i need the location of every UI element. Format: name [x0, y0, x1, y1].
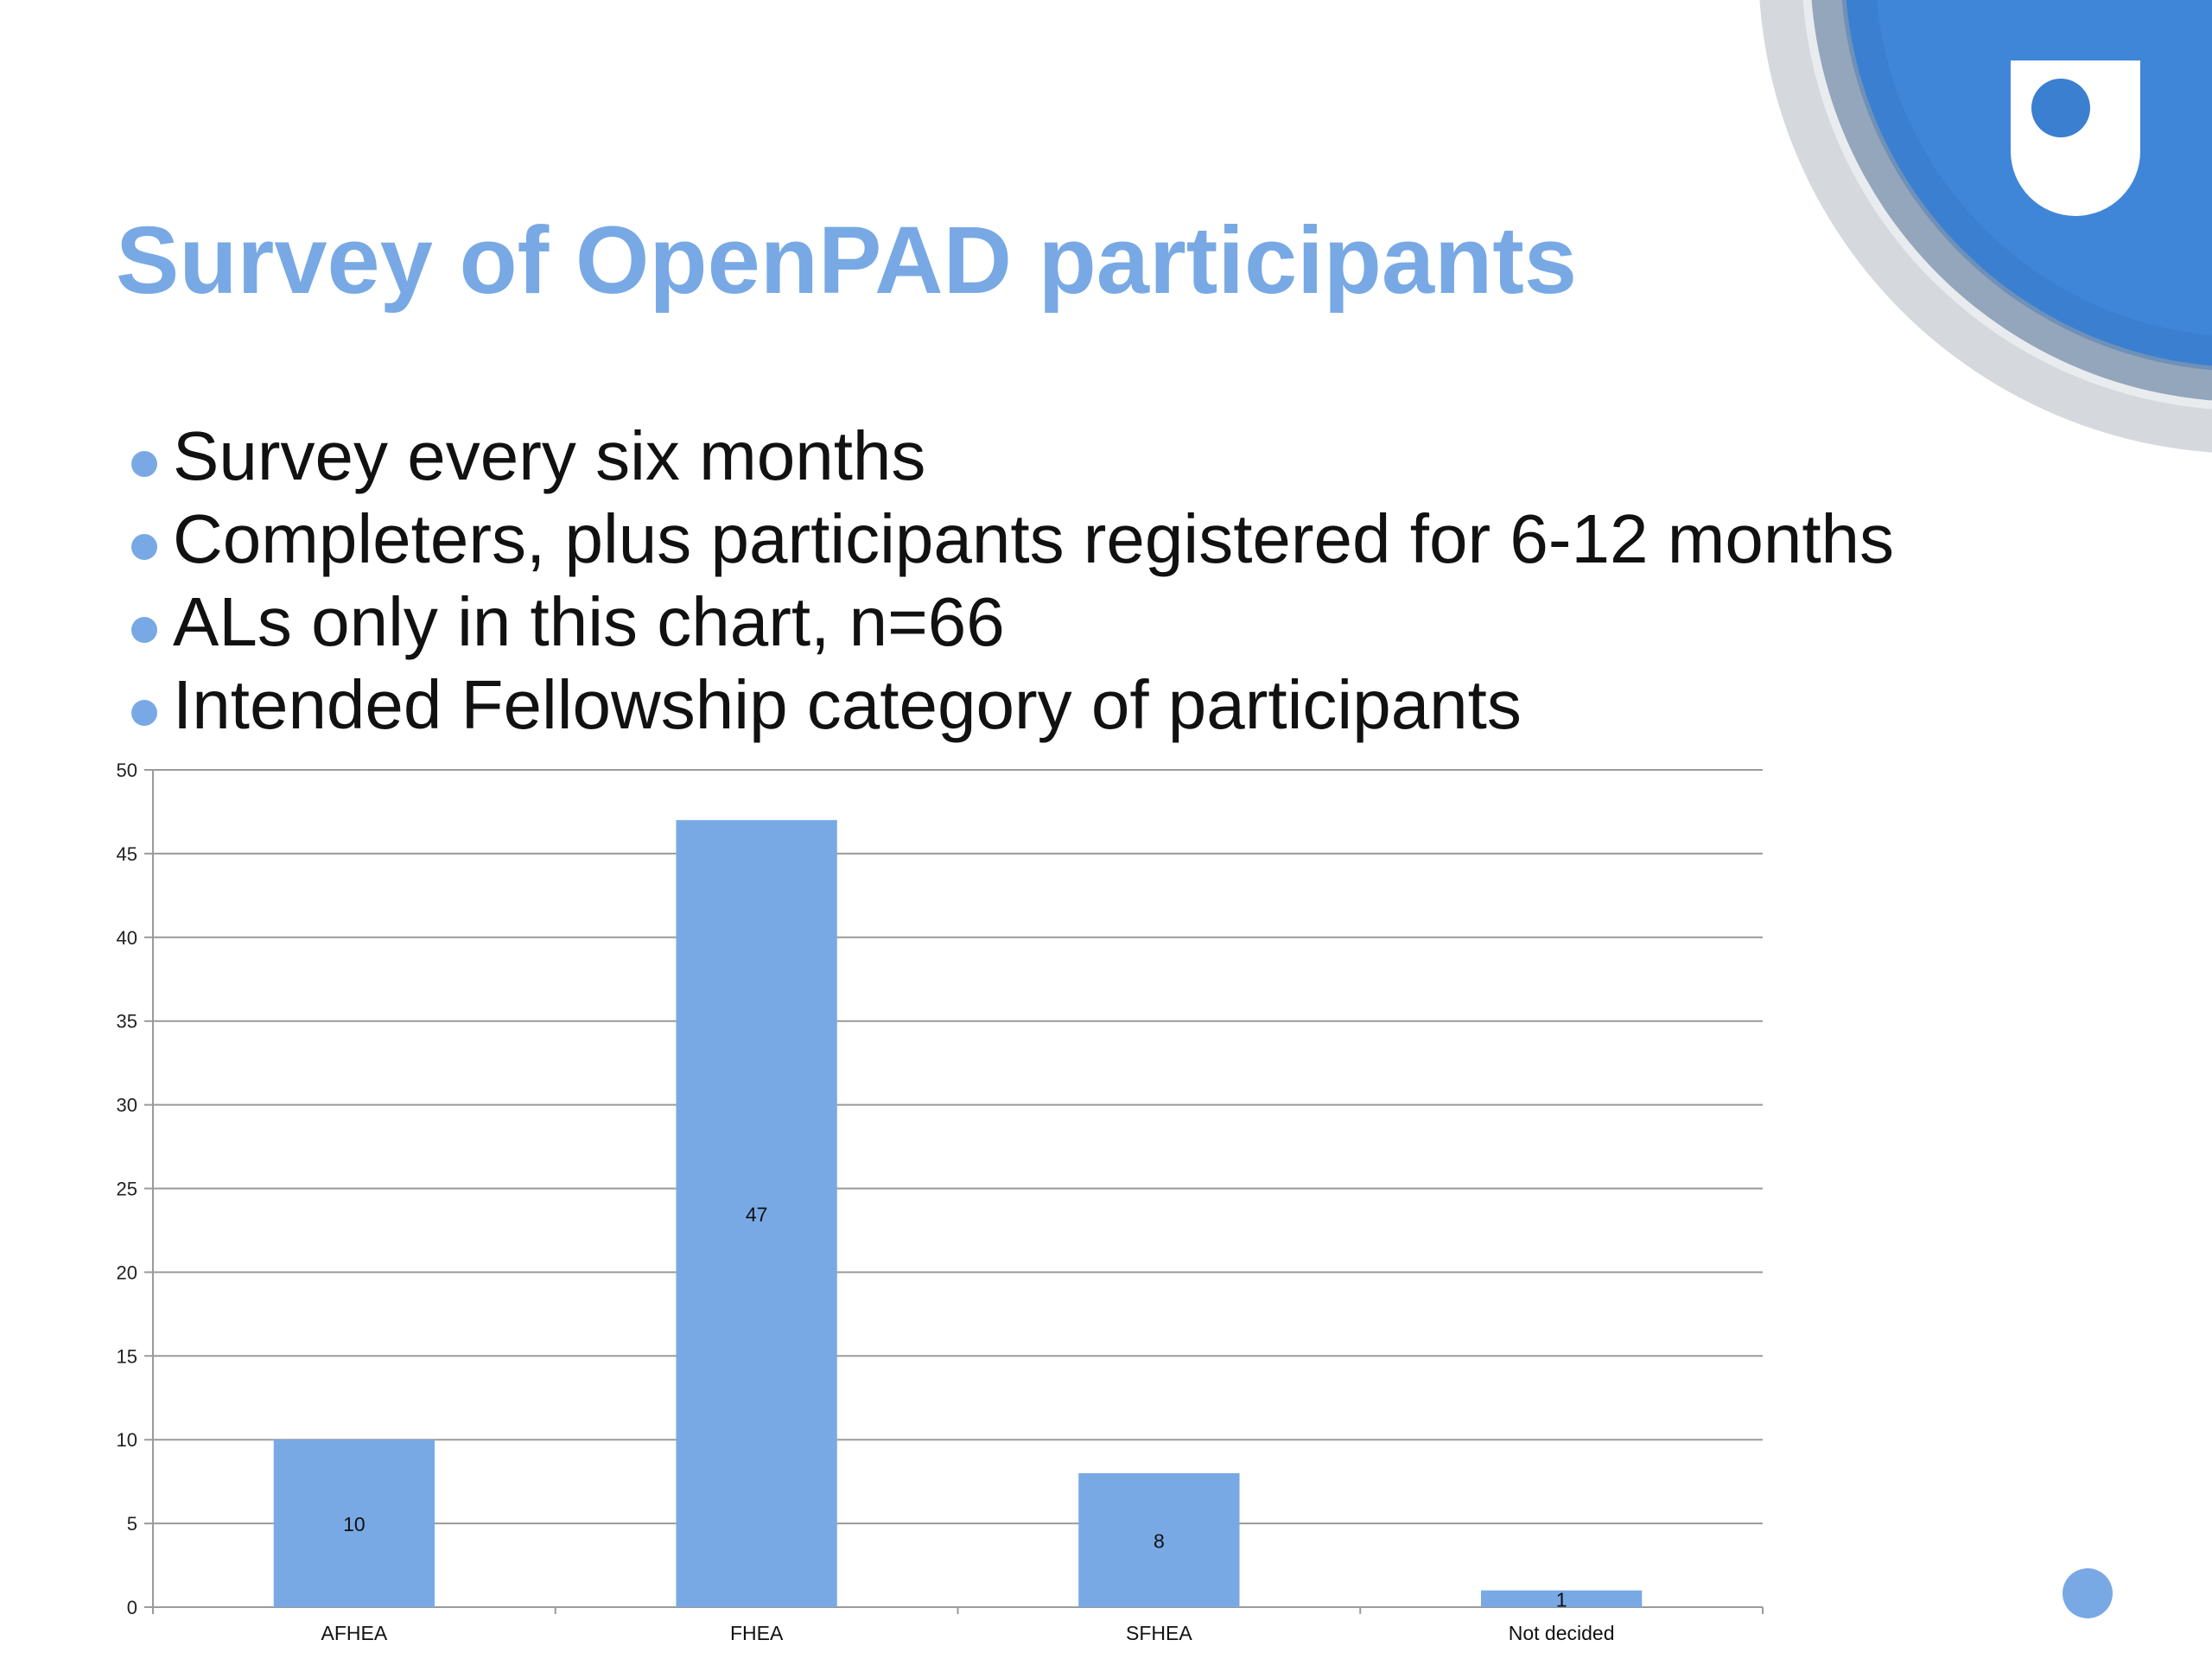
bullet-icon: [131, 451, 157, 477]
y-tick-label: 45: [117, 843, 137, 865]
bullet-item: Survey every six months: [130, 415, 1894, 498]
data-label: 47: [746, 1204, 768, 1226]
data-label: 8: [1154, 1529, 1165, 1552]
bullet-text: Survey every six months: [173, 417, 926, 494]
bullet-item: ALs only in this chart, n=66: [130, 581, 1894, 664]
bullet-text: ALs only in this chart, n=66: [173, 583, 1005, 660]
y-tick-label: 40: [117, 927, 137, 949]
x-tick-label: FHEA: [730, 1622, 784, 1644]
slide-title: Survey of OpenPAD participants: [116, 207, 1578, 314]
y-tick-label: 30: [117, 1095, 137, 1116]
bullet-icon: [131, 700, 157, 726]
y-tick-label: 5: [127, 1513, 137, 1535]
bullet-list: Survey every six months Completers, plus…: [130, 415, 1894, 747]
data-label: 10: [343, 1513, 365, 1535]
data-label: 1: [1556, 1588, 1567, 1611]
x-tick-label: AFHEA: [321, 1622, 388, 1644]
page-indicator-dot: [2063, 1568, 2113, 1618]
y-tick-label: 25: [117, 1179, 137, 1200]
bar: [1078, 1472, 1240, 1607]
x-tick-label: SFHEA: [1126, 1622, 1192, 1644]
bullet-item: Completers, plus participants registered…: [130, 498, 1894, 581]
bullet-text: Completers, plus participants registered…: [173, 500, 1895, 577]
bullet-text: Intended Fellowship category of particip…: [173, 666, 1522, 743]
bullet-icon: [131, 534, 157, 560]
y-tick-label: 20: [117, 1262, 137, 1283]
y-tick-label: 15: [117, 1345, 137, 1367]
y-tick-label: 0: [127, 1597, 137, 1618]
bar: [1480, 1590, 1643, 1607]
bar: [273, 1440, 435, 1607]
y-tick-label: 50: [117, 760, 137, 781]
bar: [676, 820, 837, 1607]
bullet-icon: [131, 617, 157, 643]
y-tick-label: 35: [117, 1011, 137, 1033]
y-tick-label: 10: [117, 1429, 137, 1451]
x-tick-label: Not decided: [1509, 1622, 1615, 1644]
bullet-item: Intended Fellowship category of particip…: [130, 664, 1894, 747]
